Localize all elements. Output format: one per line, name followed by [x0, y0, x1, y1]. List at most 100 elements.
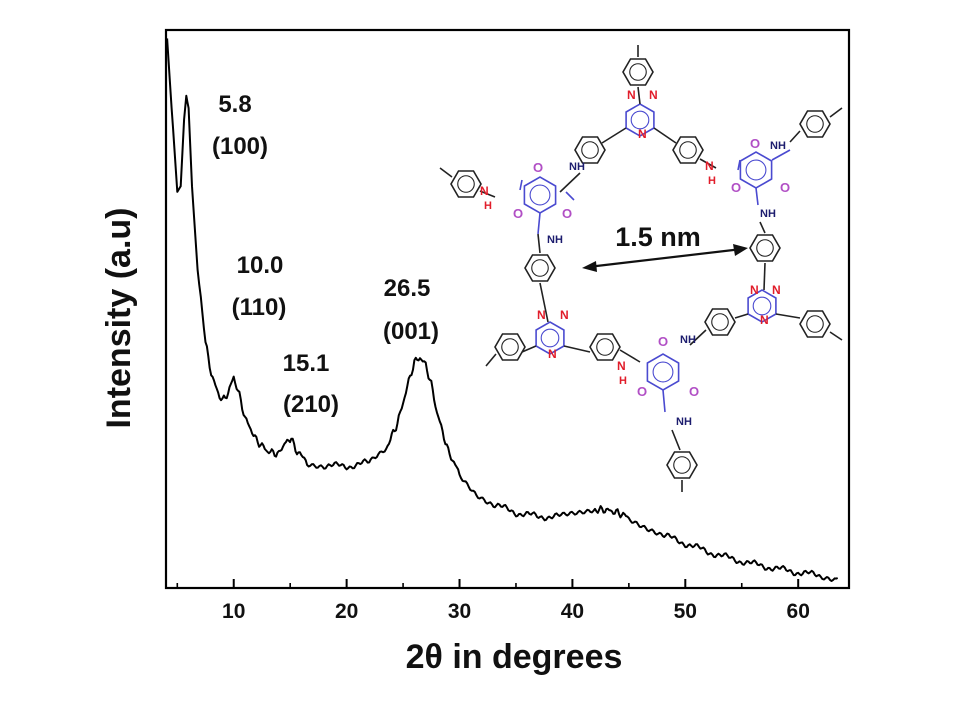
ring-aromatic-circle [673, 456, 691, 474]
molecule-bonds [439, 45, 843, 492]
atom-o: O [750, 136, 760, 151]
ring-aromatic-circle [596, 338, 614, 356]
atom-h: H [484, 200, 492, 212]
atom-nh: NH [680, 334, 696, 346]
ring [799, 310, 831, 338]
atom-nh: NH [760, 208, 776, 220]
atom-nh: NH [770, 140, 786, 152]
bond [662, 389, 666, 413]
atom-nh: NH [676, 416, 692, 428]
ring [747, 289, 777, 323]
atom-h: H [619, 375, 627, 387]
ring [574, 136, 606, 164]
ring [535, 321, 565, 355]
atom-o: O [637, 384, 647, 399]
atom-n: N [627, 88, 636, 102]
bond [829, 107, 843, 118]
bond [699, 158, 717, 169]
atom-nh: NH [569, 161, 585, 173]
ring [666, 451, 698, 479]
cof-structure-inset: N N N N N N N N N NH N H NH N H NH NH NH… [439, 45, 843, 492]
bond [637, 86, 641, 105]
peak-label-5.8-index: (100) [212, 133, 268, 160]
ring [646, 353, 680, 391]
x-tick-label-40: 40 [561, 600, 584, 623]
bond [521, 345, 537, 353]
bond [737, 159, 741, 171]
atom-o: O [658, 334, 668, 349]
ring-aromatic-circle [531, 259, 549, 277]
xrd-pattern-line [166, 38, 839, 582]
bond [565, 191, 575, 201]
bond [671, 429, 681, 451]
x-tick-label-50: 50 [674, 600, 697, 623]
bond [485, 353, 497, 367]
bond [789, 130, 801, 143]
bond [734, 313, 749, 319]
ring-aromatic-circle [806, 315, 824, 333]
atom-o: O [513, 206, 523, 221]
bond [763, 262, 766, 291]
bond [771, 149, 791, 161]
ring [622, 58, 654, 86]
atom-n: N [480, 184, 489, 198]
peak-label-26.5-value: 26.5 [384, 275, 431, 302]
ring-aromatic-circle [630, 110, 650, 130]
ring [749, 234, 781, 262]
atom-h: H [708, 175, 716, 187]
atom-o: O [533, 160, 543, 175]
peak-label-15.1-index: (210) [283, 391, 339, 418]
peak-label-26.5-index: (001) [383, 318, 439, 345]
atom-n: N [750, 283, 759, 297]
x-tick-label-20: 20 [335, 600, 358, 623]
peak-label-5.8-value: 5.8 [218, 91, 251, 118]
ring-aromatic-circle [806, 115, 824, 133]
atom-n: N [705, 159, 714, 173]
atom-o: O [731, 180, 741, 195]
atom-nh: NH [547, 234, 563, 246]
ring-aromatic-circle [501, 338, 519, 356]
pore-size-label: 1.5 nm [615, 222, 701, 252]
triazine-top: N N N [627, 88, 658, 141]
bond [829, 331, 843, 341]
bond [653, 127, 677, 144]
bond [601, 127, 627, 144]
peak-label-15.1-value: 15.1 [283, 350, 330, 377]
x-axis-tick-labels: 10 20 30 40 50 60 [222, 600, 810, 623]
ring-aromatic-circle [529, 184, 551, 206]
atom-n: N [760, 313, 769, 327]
ring [494, 333, 526, 361]
y-axis-title: Intensity (a.u) [100, 207, 138, 428]
bond [755, 187, 759, 206]
ring [799, 110, 831, 138]
bond [619, 349, 641, 363]
ring-aromatic-circle [540, 328, 560, 348]
atom-n: N [772, 283, 781, 297]
plot-frame [164, 28, 851, 590]
bond [479, 190, 496, 198]
atom-n: N [617, 359, 626, 373]
atom-o: O [562, 206, 572, 221]
bond [537, 212, 541, 235]
ring [524, 254, 556, 282]
bond [539, 282, 549, 323]
ring [523, 176, 557, 214]
atom-n: N [548, 347, 557, 361]
atom-o: O [689, 384, 699, 399]
bond [439, 167, 453, 178]
ring-aromatic-circle [457, 175, 475, 193]
x-axis-ticks [176, 579, 800, 588]
ring [625, 103, 655, 137]
ring-aromatic-circle [752, 296, 772, 316]
bond [563, 345, 591, 353]
x-tick-label-30: 30 [448, 600, 471, 623]
bond [559, 172, 581, 193]
ring [739, 151, 773, 189]
ring-aromatic-circle [745, 159, 767, 181]
atom-n: N [638, 127, 647, 141]
x-tick-label-10: 10 [222, 600, 245, 623]
triazine-right: N N N [750, 283, 781, 327]
x-tick-label-60: 60 [787, 600, 810, 623]
bond [759, 221, 766, 234]
